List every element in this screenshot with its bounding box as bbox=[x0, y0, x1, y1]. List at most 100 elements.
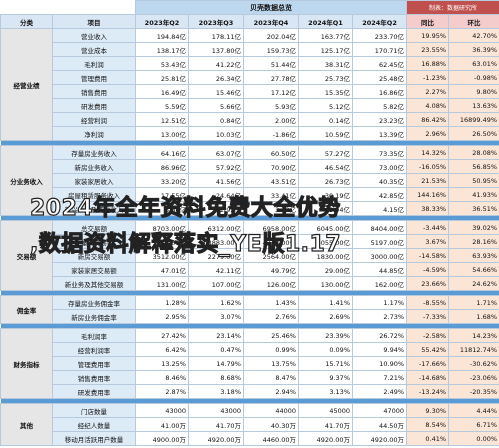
value-cell: 2.95% bbox=[135, 309, 189, 324]
value-cell: 40.30万 bbox=[243, 417, 299, 432]
separator-cell bbox=[0, 140, 499, 146]
value-cell: 9.94% bbox=[351, 342, 408, 357]
change-cell: 6.71% bbox=[448, 417, 499, 432]
value-cell: 46.54亿 bbox=[298, 159, 353, 174]
value-cell: 2.00亿 bbox=[243, 112, 299, 127]
value-cell: 107.00亿 bbox=[188, 276, 244, 291]
item-cell: 研发费用 bbox=[52, 98, 136, 113]
value-cell: 41.56亿 bbox=[188, 173, 244, 188]
value-cell: 5197.00亿 bbox=[351, 234, 408, 249]
value-cell: 44.50万 bbox=[351, 417, 408, 432]
value-cell: 2.69% bbox=[298, 309, 353, 324]
value-cell: 7.21% bbox=[351, 370, 408, 385]
value-cell: 42.11亿 bbox=[188, 262, 244, 277]
value-cell: 27.42% bbox=[135, 328, 189, 343]
item-cell: 毛利润率 bbox=[52, 328, 136, 343]
value-cell: 4900.00万 bbox=[135, 431, 189, 446]
value-cell: 4.15亿 bbox=[351, 201, 408, 216]
value-cell: 3.00亿 bbox=[135, 201, 189, 216]
change-cell: 13.63% bbox=[448, 98, 499, 113]
change-cell: 0.00% bbox=[448, 431, 499, 446]
item-cell: 经纪人数量 bbox=[52, 417, 136, 432]
item-cell: 存量房业务收入 bbox=[52, 145, 136, 160]
change-cell: 28.16% bbox=[448, 234, 499, 249]
value-cell: 14.79% bbox=[188, 356, 244, 371]
category-cell: 佣金率 bbox=[0, 295, 53, 324]
data-row: 家装家居收入 33.20亿 41.56亿 43.51亿 26.73亿 40.35亿 21.5… bbox=[1, 173, 499, 188]
data-row: 新房业务佣金率 2.95% 3.07% 2.76% 2.69% 2.73% -7.33% 1.… bbox=[1, 309, 499, 324]
value-cell: 25.46% bbox=[243, 328, 299, 343]
value-cell: 13.39亿 bbox=[351, 126, 408, 141]
value-cell: 12.51亿 bbox=[135, 112, 189, 127]
change-cell: 39.02% bbox=[448, 220, 499, 235]
change-cell: 63.01% bbox=[448, 56, 499, 71]
value-cell: 1.41% bbox=[298, 295, 353, 310]
data-row: 分业务收入 存量房业务收入 64.16亿 63.07亿 60.50亿 57.27亿 73.3… bbox=[0, 145, 499, 216]
data-row: 经纪人数量 41.00万 41.70万 40.30万 41.70万 44.50万 8.54%… bbox=[1, 417, 499, 432]
value-cell: 3.04亿 bbox=[298, 201, 353, 216]
change-cell: 63.93% bbox=[448, 248, 499, 263]
item-cell: 门店数量 bbox=[52, 403, 136, 418]
change-cell: 36.39% bbox=[448, 42, 499, 57]
item-cell: 管理费用率 bbox=[52, 356, 136, 371]
separator-cell bbox=[0, 398, 499, 404]
data-row: 毛利润 53.43亿 41.22亿 51.44亿 38.31亿 62.45亿 16.88% 6… bbox=[1, 56, 499, 71]
item-cell: 销售费用率 bbox=[52, 370, 136, 385]
value-cell: 25.81亿 bbox=[135, 70, 189, 85]
value-cell: 3.07% bbox=[188, 309, 244, 324]
value-cell: 38.31亿 bbox=[298, 56, 353, 71]
value-cell: 2.94% bbox=[243, 384, 299, 399]
change-cell: -8.55% bbox=[406, 295, 450, 310]
change-cell: 8.54% bbox=[406, 417, 450, 432]
value-cell: 2.87% bbox=[135, 384, 189, 399]
section-separator bbox=[0, 215, 499, 221]
change-cell: 4.44% bbox=[448, 403, 499, 418]
value-cell: 2.49% bbox=[351, 384, 408, 399]
change-cell: 9.30% bbox=[406, 403, 450, 418]
category-cell: 经营业绩 bbox=[0, 28, 53, 141]
item-cell: 房屋租赁服务收入 bbox=[52, 187, 136, 202]
value-cell: 9.37% bbox=[298, 370, 353, 385]
value-cell: 5.66亿 bbox=[188, 98, 244, 113]
change-cell: -14.68% bbox=[406, 370, 450, 385]
value-cell: 47.01亿 bbox=[135, 262, 189, 277]
column-header: 2023年Q3 bbox=[188, 14, 244, 29]
change-cell: -20.35% bbox=[448, 384, 499, 399]
value-cell: 10.03亿 bbox=[188, 126, 244, 141]
value-cell: 8.68% bbox=[188, 370, 244, 385]
value-cell: 16.49亿 bbox=[135, 84, 189, 99]
value-cell: 0.84亿 bbox=[188, 112, 244, 127]
value-cell: 47000 bbox=[351, 403, 408, 418]
category-cell: 财务指标 bbox=[0, 328, 53, 399]
value-cell: 5.93亿 bbox=[243, 98, 299, 113]
data-row: 经营业绩 营业收入 194.84亿 178.11亿 202.04亿 163.77亿 233.… bbox=[0, 28, 499, 141]
value-cell: 2.76% bbox=[243, 309, 299, 324]
table-note: 制表：数据研究所 bbox=[406, 0, 499, 15]
change-cell: 1.68% bbox=[448, 309, 499, 324]
change-cell: 23.66% bbox=[406, 276, 450, 291]
column-header: 同比 bbox=[406, 14, 450, 29]
value-cell: 10.59亿 bbox=[298, 126, 353, 141]
value-cell: -1.86亿 bbox=[243, 126, 299, 141]
data-row: 财务指标 毛利润率 27.42% 23.14% 25.46% 23.39% 26.72% -2… bbox=[0, 328, 499, 399]
data-row: 销售费用 16.49亿 15.46亿 17.12亿 15.35亿 16.86亿 2.27% 9… bbox=[1, 84, 499, 99]
value-cell: 0.09% bbox=[298, 342, 353, 357]
value-cell: 43000 bbox=[188, 403, 244, 418]
value-cell: 23.14% bbox=[188, 328, 244, 343]
value-cell: 13.00亿 bbox=[135, 126, 189, 141]
column-header: 分类 bbox=[0, 14, 53, 29]
value-cell: 3000.00亿 bbox=[351, 248, 408, 263]
value-cell: 64.16亿 bbox=[135, 145, 189, 160]
data-row: 营业成本 138.17亿 137.80亿 159.73亿 125.17亿 170.71亿 2… bbox=[1, 42, 499, 57]
value-cell: 3.18% bbox=[188, 384, 244, 399]
value-cell: 33.20亿 bbox=[135, 173, 189, 188]
change-cell: 16899.49% bbox=[448, 112, 499, 127]
value-cell: 159.73亿 bbox=[243, 42, 299, 57]
category-cell: 分业务收入 bbox=[0, 145, 53, 216]
change-cell: 0.41% bbox=[406, 431, 450, 446]
value-cell: 137.80亿 bbox=[188, 42, 244, 57]
value-cell: 130.00亿 bbox=[298, 276, 353, 291]
value-cell: 233.70亿 bbox=[351, 28, 408, 43]
change-cell: 2.27% bbox=[406, 84, 450, 99]
